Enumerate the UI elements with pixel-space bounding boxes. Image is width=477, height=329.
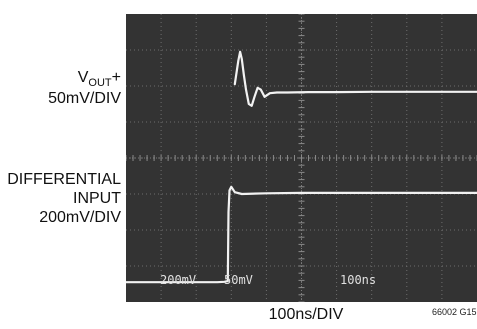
vout-scale: 50mV/DIV (48, 90, 121, 107)
diff-input-scale: 200mV/DIV (39, 209, 121, 226)
traces (126, 50, 477, 284)
vout-name-main: V (77, 69, 89, 86)
vout-name-suffix: + (111, 69, 121, 86)
screen-readout: 200mV 50mV 100ns (160, 273, 376, 287)
ch2-readout: 50mV (224, 273, 253, 287)
figure-id: 66002 G15 (432, 307, 477, 317)
vout-name: VOUT+ (48, 68, 121, 89)
ch1-readout: 200mV (160, 273, 196, 287)
timebase-readout: 100ns (340, 273, 376, 287)
diff-input-label: DIFFERENTIAL INPUT 200mV/DIV (7, 170, 121, 227)
diff-input-line-2: INPUT (73, 190, 121, 207)
x-axis-label: 100ns/DIV (268, 306, 344, 323)
oscilloscope-screen: 200mV 50mV 100ns (126, 14, 477, 302)
trace-vout (233, 50, 477, 107)
vout-name-sub: OUT (88, 77, 112, 89)
diff-input-line-1: DIFFERENTIAL (7, 171, 121, 188)
vout-label: VOUT+ 50mV/DIV (48, 68, 121, 108)
trace-differential-input (126, 185, 477, 284)
